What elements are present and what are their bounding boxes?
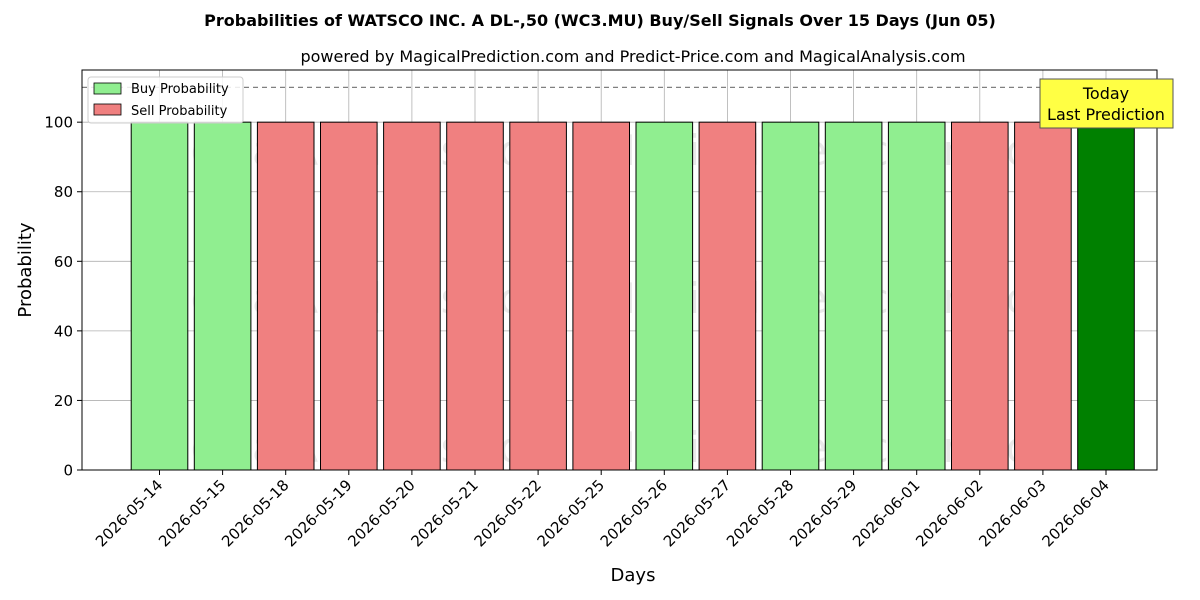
plot-frame <box>81 69 1158 471</box>
x-tick-label: 2026-06-01 <box>849 476 923 550</box>
today-callout-line2: Last Prediction <box>1047 105 1165 124</box>
bar-buy <box>130 121 189 471</box>
legend-sell-label: Sell Probability <box>131 104 228 119</box>
y-tick-label: 80 <box>54 183 73 201</box>
x-tick-label: 2026-05-18 <box>218 476 292 550</box>
today-callout-line1: Today <box>1082 84 1129 103</box>
y-tick-label: 100 <box>44 114 73 132</box>
bar-buy <box>635 121 694 471</box>
today-callout-box <box>1039 78 1174 129</box>
legend: Buy Probability Sell Probability <box>87 76 244 124</box>
x-axis-label: Days <box>611 565 656 586</box>
bar-sell <box>446 121 504 471</box>
x-tick-label: 2026-06-02 <box>912 476 986 550</box>
bar-sell <box>256 121 315 471</box>
x-tick-label: 2026-06-04 <box>1038 476 1112 550</box>
chart-subtitle: powered by MagicalPrediction.com and Pre… <box>300 47 965 66</box>
x-tick-label: 2026-05-29 <box>786 476 860 550</box>
y-tick-label: 40 <box>54 322 73 340</box>
x-tick-label: 2026-05-22 <box>471 476 545 550</box>
x-tick-label: 2026-05-27 <box>660 476 734 550</box>
legend-buy-label: Buy Probability <box>131 82 229 97</box>
x-tick-label: 2026-05-25 <box>534 476 608 550</box>
x-tick-label: 2026-05-20 <box>344 476 418 550</box>
bar-sell <box>572 121 631 471</box>
bar-buy <box>887 121 946 471</box>
legend-sell-swatch <box>93 103 122 116</box>
x-axis-ticks: 2026-05-142026-05-152026-05-182026-05-19… <box>92 470 1113 550</box>
bar-sell <box>320 121 378 471</box>
y-axis-ticks: 0 20 40 60 80 100 <box>44 114 82 480</box>
bar-buy <box>761 121 820 471</box>
x-tick-label: 2026-05-15 <box>155 476 229 550</box>
x-tick-label: 2026-05-14 <box>92 476 166 550</box>
bar-sell <box>509 121 567 471</box>
bars <box>130 121 1135 471</box>
legend-box <box>87 76 244 124</box>
y-tick-label: 20 <box>54 392 73 410</box>
bar-sell <box>1014 121 1072 471</box>
x-tick-label: 2026-05-28 <box>723 476 797 550</box>
today-annotation: Today Last Prediction <box>1039 78 1174 129</box>
x-tick-label: 2026-05-21 <box>407 476 481 550</box>
x-tick-label: 2026-06-03 <box>975 476 1049 550</box>
y-tick-label: 0 <box>63 462 73 480</box>
chart-title: Probabilities of WATSCO INC. A DL-,50 (W… <box>204 11 996 30</box>
y-tick-label: 60 <box>54 253 73 271</box>
bar-sell <box>698 121 757 471</box>
bar-today <box>1077 121 1135 471</box>
bar-buy <box>193 121 252 471</box>
x-tick-label: 2026-05-19 <box>281 476 355 550</box>
y-axis-label: Probability <box>15 222 36 317</box>
x-tick-label: 2026-05-26 <box>597 476 671 550</box>
bar-buy <box>824 121 883 471</box>
bar-sell <box>383 121 441 471</box>
bar-sell <box>951 121 1009 471</box>
legend-buy-swatch <box>93 82 122 95</box>
